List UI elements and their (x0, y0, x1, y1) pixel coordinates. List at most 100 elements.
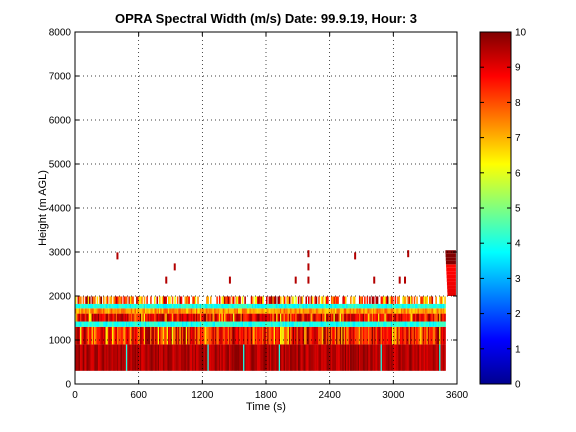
heatmap-cell (159, 313, 161, 322)
heatmap-cell (361, 303, 364, 309)
heatmap-cell (152, 326, 155, 345)
heatmap-cell (212, 308, 215, 314)
heatmap-cell (251, 303, 254, 309)
heatmap-cell (375, 326, 378, 345)
heatmap-cell (83, 326, 86, 345)
heatmap-cell (83, 344, 86, 371)
heatmap-cell (218, 296, 221, 304)
heatmap-cell (295, 326, 297, 345)
heatmap-cell (299, 321, 301, 327)
heatmap-cell (411, 326, 413, 345)
heatmap-cell (282, 308, 285, 314)
heatmap-cell (169, 308, 171, 314)
heatmap-cell (427, 344, 430, 371)
heatmap-cell (255, 313, 258, 322)
heatmap-cell (442, 344, 445, 371)
heatmap-cell (350, 308, 352, 314)
heatmap-cell (240, 308, 243, 314)
heatmap-cell (370, 308, 372, 314)
heatmap-cell (215, 303, 217, 309)
right-feature-cell (446, 274, 456, 279)
heatmap-cell (178, 344, 180, 371)
heatmap-cell (375, 296, 378, 304)
heatmap-cell (304, 326, 306, 345)
heatmap-cell (361, 308, 364, 314)
heatmap-cell (264, 326, 267, 345)
heatmap-cell (276, 303, 278, 309)
heatmap-cell (225, 303, 227, 309)
heatmap-cell (425, 296, 427, 304)
heatmap-cell (95, 313, 97, 322)
heatmap-cell (352, 344, 355, 371)
heatmap-cell (232, 321, 235, 327)
heatmap-cell (431, 296, 434, 304)
heatmap-cell (118, 308, 120, 314)
heatmap-cell (179, 303, 181, 309)
heatmap-cell (108, 321, 110, 327)
heatmap-cell (237, 303, 240, 309)
heatmap-cell (124, 296, 127, 304)
heatmap-cell (372, 321, 375, 327)
heatmap-cell (357, 321, 360, 327)
heatmap-cell (295, 344, 297, 371)
heatmap-cell (129, 344, 132, 371)
heatmap-cell (90, 326, 92, 345)
heatmap-cell (164, 296, 166, 304)
heatmap-cell (422, 313, 425, 322)
heatmap-cell (139, 303, 142, 309)
heatmap-cell (432, 313, 435, 322)
heatmap-cell (322, 313, 324, 322)
heatmap-cell (236, 344, 239, 371)
heatmap-cell (334, 344, 337, 371)
heatmap-cell (281, 313, 283, 322)
heatmap-cell (397, 326, 399, 345)
heatmap-cell (400, 344, 403, 371)
heatmap-cell (195, 303, 198, 309)
heatmap-cell (442, 313, 445, 322)
heatmap-cell (236, 296, 239, 304)
heatmap-cell (441, 303, 444, 309)
heatmap-cell (305, 313, 308, 322)
heatmap-cell (336, 313, 338, 322)
heatmap-cell (260, 296, 263, 304)
heatmap-cell (190, 344, 193, 371)
heatmap-cell (145, 321, 147, 327)
heatmap-cell (437, 308, 440, 314)
right-feature-cell (446, 267, 456, 272)
heatmap-cell (268, 326, 271, 345)
heatmap-cell (159, 303, 161, 309)
heatmap-cell (132, 303, 134, 309)
heatmap-cell (189, 344, 192, 371)
heatmap-cell (80, 303, 82, 309)
heatmap-cell (264, 321, 267, 327)
heatmap-cell (437, 326, 440, 345)
heatmap-cell (222, 296, 225, 304)
heatmap-cell (119, 296, 122, 304)
heatmap-cell (421, 308, 423, 314)
heatmap-cell (174, 321, 176, 327)
heatmap-cell (207, 313, 209, 322)
heatmap-cell (145, 344, 147, 371)
heatmap-cell (334, 321, 337, 327)
heatmap-cell (394, 308, 397, 314)
heatmap-cell (185, 313, 188, 322)
heatmap-cell (278, 308, 281, 314)
heatmap-cell (166, 308, 169, 314)
heatmap-cell (87, 308, 90, 314)
heatmap-cell (217, 303, 220, 309)
heatmap-cell (236, 303, 239, 309)
heatmap-cell (318, 303, 320, 309)
heatmap-cell (338, 303, 341, 309)
heatmap-cell (145, 313, 147, 322)
heatmap-cell (336, 296, 338, 304)
heatmap-cell (161, 303, 164, 309)
heatmap-cell (99, 308, 101, 314)
heatmap-cell (274, 313, 277, 322)
heatmap-cell (283, 296, 286, 304)
heatmap-cell (383, 296, 385, 304)
heatmap-cell (132, 326, 134, 345)
heatmap-cell (347, 303, 350, 309)
heatmap-cell (111, 321, 114, 327)
heatmap-cell (241, 313, 244, 322)
heatmap-cell (358, 344, 361, 371)
